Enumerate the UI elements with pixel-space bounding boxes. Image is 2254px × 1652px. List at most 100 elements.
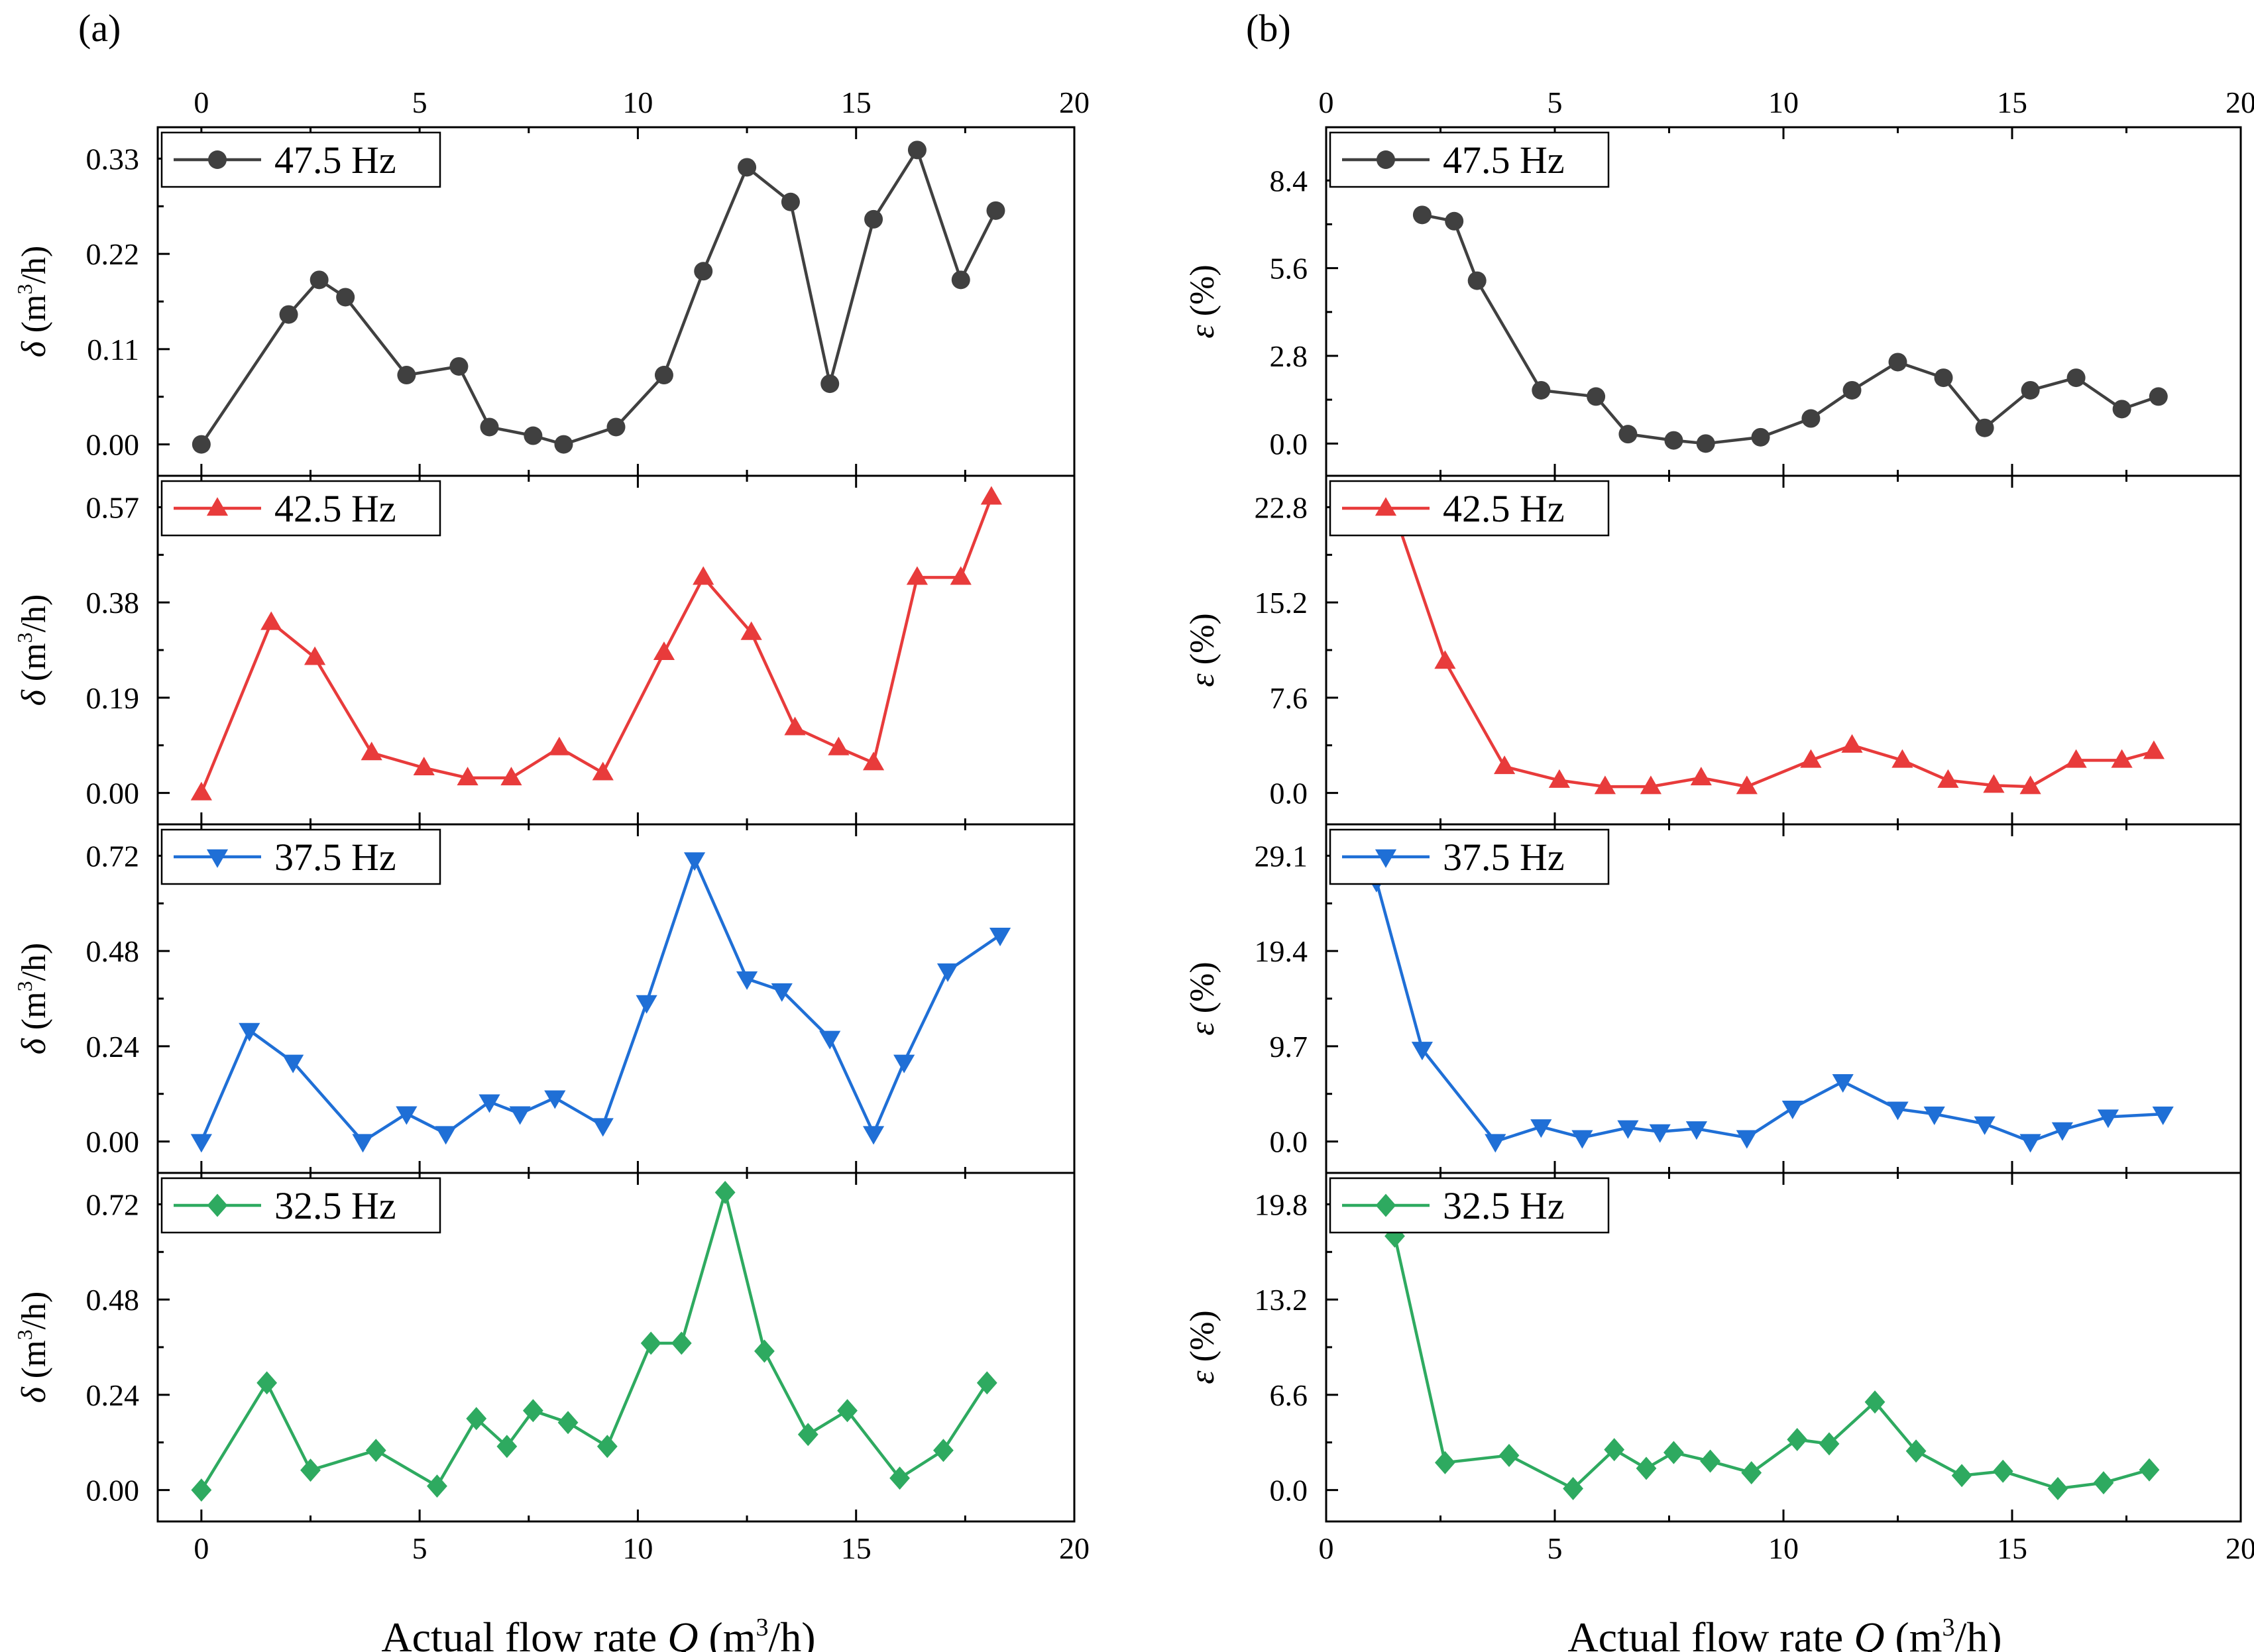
subplot-425hz: 0.0 7.6 15.2 22.8 ε (%) 42.5 Hz bbox=[1184, 474, 2242, 826]
y-axis-title-symbol: δ bbox=[15, 681, 53, 706]
data-point bbox=[191, 1478, 212, 1502]
data-point bbox=[352, 1134, 374, 1153]
y-axis-title-sup: 3 bbox=[13, 284, 36, 294]
legend-label: 47.5 Hz bbox=[1443, 138, 1565, 182]
data-point bbox=[282, 1054, 304, 1074]
y-tick-label: 0.0 bbox=[1270, 1474, 1308, 1508]
data-point bbox=[396, 1106, 418, 1125]
data-point bbox=[738, 158, 757, 177]
legend-label: 47.5 Hz bbox=[274, 138, 396, 182]
data-point bbox=[771, 983, 793, 1002]
data-point bbox=[636, 995, 657, 1014]
data-point bbox=[1412, 205, 1432, 225]
data-point bbox=[864, 209, 883, 229]
y-axis-title: δ (m3/h) bbox=[13, 594, 53, 706]
data-point bbox=[907, 140, 927, 160]
data-point bbox=[365, 1439, 386, 1462]
data-point bbox=[190, 1134, 212, 1153]
y-tick-label: 0.0 bbox=[1270, 427, 1308, 461]
data-point bbox=[654, 366, 673, 385]
data-point bbox=[2097, 1109, 2119, 1129]
panel-label-b: (b) bbox=[1246, 7, 1291, 50]
y-tick-label: 0.48 bbox=[86, 1283, 140, 1317]
data-point bbox=[1594, 775, 1616, 795]
data-point bbox=[2021, 380, 2040, 400]
data-point bbox=[714, 1180, 736, 1204]
data-point bbox=[397, 366, 416, 385]
data-point bbox=[2047, 1476, 2068, 1500]
data-point bbox=[435, 1126, 457, 1145]
x-tick-label: 10 bbox=[1768, 1531, 1799, 1565]
y-tick-label: 0.11 bbox=[87, 333, 139, 366]
x-axis-title-units: (m bbox=[708, 1614, 756, 1652]
data-point bbox=[1736, 1130, 1758, 1149]
data-point bbox=[1530, 1119, 1552, 1138]
x-tick-label: 0 bbox=[1319, 85, 1334, 119]
data-point bbox=[1604, 1438, 1625, 1462]
y-axis-title: ε (%) bbox=[1184, 962, 1221, 1035]
x-tick-label: 0 bbox=[194, 85, 209, 119]
data-point bbox=[1974, 1116, 1996, 1135]
x-tick-label: 20 bbox=[1059, 1531, 1090, 1565]
data-point bbox=[980, 486, 1002, 505]
x-axis-title-text: Actual flow rate bbox=[381, 1614, 657, 1652]
x-tick-label: 10 bbox=[622, 85, 653, 119]
data-point bbox=[640, 1331, 661, 1355]
data-point bbox=[820, 374, 840, 394]
data-point bbox=[1983, 774, 2005, 793]
x-axis-title-units-end: /h) bbox=[1955, 1614, 2002, 1652]
subplot-425hz: 0.00 0.19 0.38 0.57 δ (m3/h) 42.5 Hz bbox=[13, 474, 1076, 826]
x-tick-label: 0 bbox=[1319, 1531, 1334, 1565]
y-tick-label: 29.1 bbox=[1255, 839, 1308, 873]
data-point bbox=[1498, 1443, 1520, 1467]
data-point bbox=[256, 1371, 278, 1395]
data-point bbox=[1434, 650, 1456, 669]
y-axis-title: δ (m3/h) bbox=[13, 1292, 53, 1404]
legend-label: 32.5 Hz bbox=[1443, 1184, 1565, 1227]
data-point bbox=[1832, 1074, 1854, 1093]
panel-b: 0 5 10 15 20 0.0 2.8 5.6 8.4 ε (%) 47.5 Hz 0.0 7.6 15… bbox=[1184, 85, 2254, 1565]
legend-marker bbox=[1375, 849, 1397, 868]
y-tick-label: 0.00 bbox=[86, 1125, 140, 1159]
data-point bbox=[1787, 1427, 1808, 1451]
y-tick-label: 15.2 bbox=[1255, 586, 1308, 620]
y-tick-label: 0.48 bbox=[86, 934, 140, 968]
legend-marker bbox=[206, 497, 229, 516]
data-point bbox=[781, 192, 800, 211]
x-axis-title-left: Actual flow rate Q (m3/h) bbox=[381, 1614, 815, 1652]
legend-label: 37.5 Hz bbox=[274, 836, 396, 879]
data-point bbox=[606, 417, 626, 437]
y-axis-title: ε (%) bbox=[1184, 264, 1221, 338]
data-point bbox=[1663, 1441, 1684, 1464]
data-point bbox=[449, 357, 469, 376]
data-point bbox=[480, 417, 499, 437]
x-axis-title-units-end: /h) bbox=[769, 1614, 816, 1652]
legend-marker bbox=[208, 150, 227, 169]
legend-marker bbox=[206, 849, 229, 868]
x-tick-label: 20 bbox=[1059, 85, 1090, 119]
x-tick-label: 10 bbox=[622, 1531, 653, 1565]
data-point bbox=[1891, 749, 1913, 768]
data-point bbox=[936, 963, 959, 982]
y-axis-title-units: (%) bbox=[1184, 962, 1221, 1013]
data-point bbox=[2065, 749, 2087, 768]
subplot-325hz: 0 5 10 15 20 0.00 0.24 0.48 0.72 δ (m3/h) 32.5 Hz bbox=[13, 1172, 1090, 1565]
data-point bbox=[1741, 1460, 1762, 1484]
data-point bbox=[413, 756, 435, 775]
data-point bbox=[986, 201, 1005, 220]
data-point bbox=[1934, 368, 1953, 388]
x-axis-title-sup: 3 bbox=[1943, 1614, 1955, 1641]
data-point bbox=[1640, 775, 1662, 795]
y-tick-label: 19.4 bbox=[1255, 934, 1308, 968]
y-axis-title-sup: 3 bbox=[13, 981, 36, 991]
x-tick-label: 10 bbox=[1768, 85, 1799, 119]
data-point bbox=[192, 435, 211, 454]
y-tick-label: 0.33 bbox=[86, 142, 140, 176]
data-point bbox=[260, 611, 282, 630]
data-point bbox=[693, 566, 714, 585]
legend-label: 32.5 Hz bbox=[274, 1184, 396, 1227]
data-point bbox=[1467, 271, 1487, 290]
data-point bbox=[2112, 400, 2131, 419]
y-axis-title-symbol: δ bbox=[15, 1030, 53, 1054]
data-point bbox=[862, 1126, 885, 1145]
